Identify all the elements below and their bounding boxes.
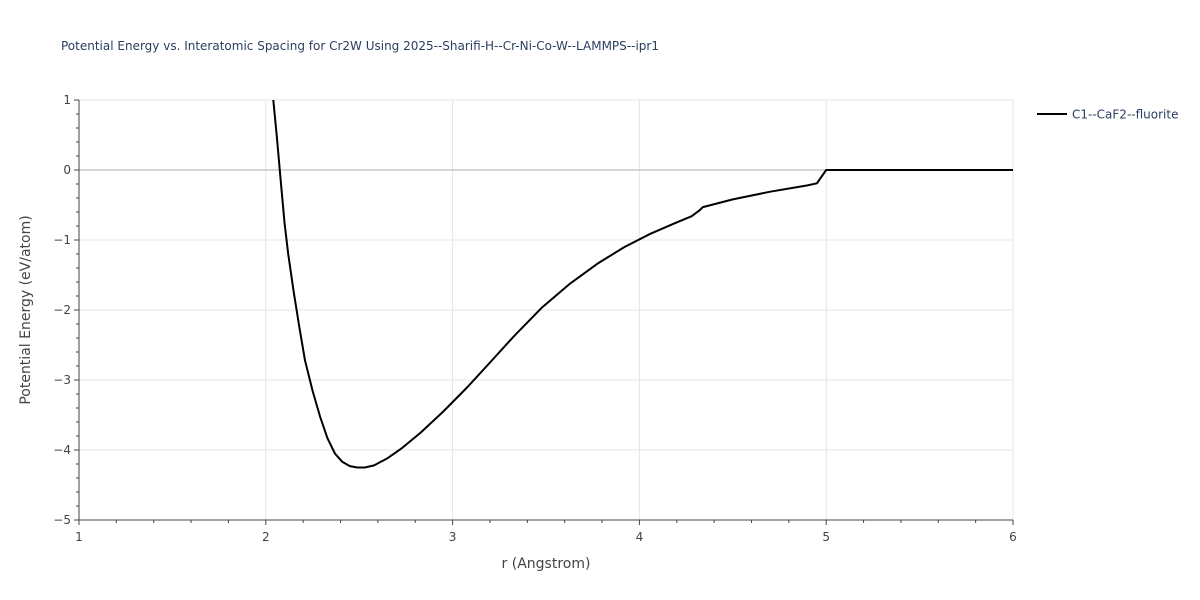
chart-title: Potential Energy vs. Interatomic Spacing… bbox=[61, 39, 659, 53]
x-tick-label: 6 bbox=[1009, 530, 1017, 544]
series-line bbox=[272, 99, 1013, 469]
x-tick-label: 4 bbox=[636, 530, 644, 544]
y-tick-label: −1 bbox=[53, 233, 71, 247]
x-tick-labels: 1 2 3 4 5 6 bbox=[75, 530, 1017, 544]
y-tick-label: −3 bbox=[53, 373, 71, 387]
y-tick-labels: −5 −4 −3 −2 −1 0 1 bbox=[53, 93, 71, 527]
x-tick-label: 3 bbox=[449, 530, 457, 544]
y-tick-label: −5 bbox=[53, 513, 71, 527]
axes bbox=[74, 99, 1014, 525]
plot-area bbox=[272, 99, 1013, 469]
x-axis-title: r (Angstrom) bbox=[502, 556, 591, 572]
y-tick-label: 0 bbox=[63, 163, 71, 177]
x-tick-label: 1 bbox=[75, 530, 83, 544]
y-tick-label: −4 bbox=[53, 443, 71, 457]
legend-label: C1--CaF2--fluorite bbox=[1072, 108, 1178, 122]
grid-lines bbox=[79, 99, 1014, 520]
legend[interactable]: C1--CaF2--fluorite bbox=[1037, 108, 1178, 122]
y-tick-label: −2 bbox=[53, 303, 71, 317]
x-tick-label: 2 bbox=[262, 530, 270, 544]
y-axis-title: Potential Energy (eV/atom) bbox=[18, 215, 34, 404]
y-tick-label: 1 bbox=[63, 93, 71, 107]
x-tick-label: 5 bbox=[822, 530, 830, 544]
